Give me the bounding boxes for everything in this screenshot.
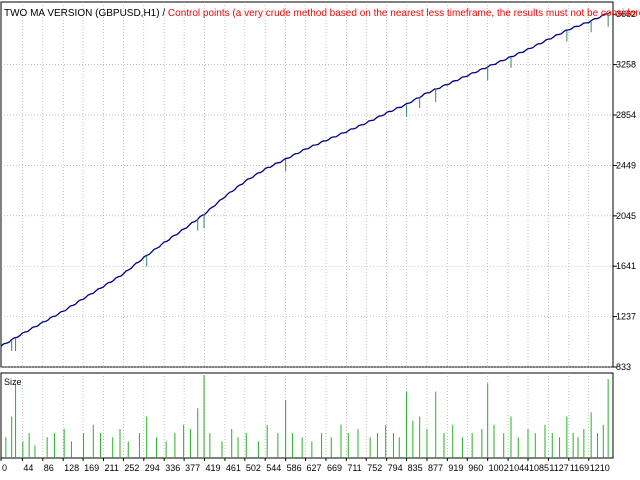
- x-tick-label: 377: [185, 463, 200, 473]
- x-tick-label: 44: [23, 463, 33, 473]
- size-bars: [5, 375, 609, 458]
- x-tick-label: 336: [165, 463, 180, 473]
- x-tick-label: 627: [307, 463, 322, 473]
- x-tick-label: 960: [468, 463, 483, 473]
- x-tick-label: 1210: [590, 463, 610, 473]
- x-tick-label: 752: [367, 463, 382, 473]
- chart-title-separator: /: [160, 8, 168, 19]
- x-tick-label: 1169: [570, 463, 589, 473]
- y-tick-label: 2854: [616, 110, 636, 120]
- chart-title: TWO MA VERSION (GBPUSD,H1) / Control poi…: [4, 8, 640, 19]
- x-tick-label: 0: [2, 463, 7, 473]
- x-tick-label: 1002: [489, 463, 509, 473]
- y-tick-label: 2045: [616, 211, 636, 221]
- chart-title-note: Control points (a very crude method base…: [168, 8, 640, 19]
- y-axis-ticks: 3662 3258 2854 2449 2045 1641 1237 833: [613, 9, 636, 372]
- x-axis-ticks: 0 44 86 128 169 211 252 294 336 377 419 461 502 544 58…: [0, 458, 610, 473]
- equity-line: [0, 11, 611, 352]
- x-tick-label: 211: [104, 463, 118, 473]
- x-tick-label: 1044: [509, 463, 529, 473]
- x-tick-label: 419: [206, 463, 221, 473]
- chart-title-name: TWO MA VERSION (GBPUSD,H1): [4, 8, 160, 19]
- x-tick-label: 502: [246, 463, 261, 473]
- x-tick-label: 919: [448, 463, 463, 473]
- x-tick-label: 294: [145, 463, 160, 473]
- x-tick-label: 544: [266, 463, 281, 473]
- y-tick-label: 833: [616, 362, 631, 372]
- x-tick-label: 1127: [549, 463, 568, 473]
- equity-series-line: [0, 11, 611, 347]
- y-tick-label: 1237: [616, 312, 636, 322]
- x-tick-label: 669: [327, 463, 342, 473]
- x-tick-label: 461: [226, 463, 241, 473]
- x-tick-label: 86: [44, 463, 54, 473]
- size-panel-label: Size: [4, 377, 22, 387]
- x-tick-label: 586: [287, 463, 302, 473]
- main-plot-frame: [0, 1, 614, 368]
- y-tick-label: 3662: [616, 9, 636, 19]
- x-tick-label: 877: [428, 463, 443, 473]
- x-tick-label: 128: [64, 463, 79, 473]
- x-tick-label: 794: [388, 463, 403, 473]
- x-tick-label: 252: [124, 463, 139, 473]
- x-tick-label: 1085: [529, 463, 549, 473]
- y-tick-label: 1641: [616, 261, 636, 271]
- x-tick-label: 835: [408, 463, 423, 473]
- y-tick-label: 2449: [616, 160, 636, 170]
- x-tick-label: 169: [84, 463, 99, 473]
- x-tick-label: 711: [347, 463, 361, 473]
- y-tick-label: 3258: [616, 60, 636, 70]
